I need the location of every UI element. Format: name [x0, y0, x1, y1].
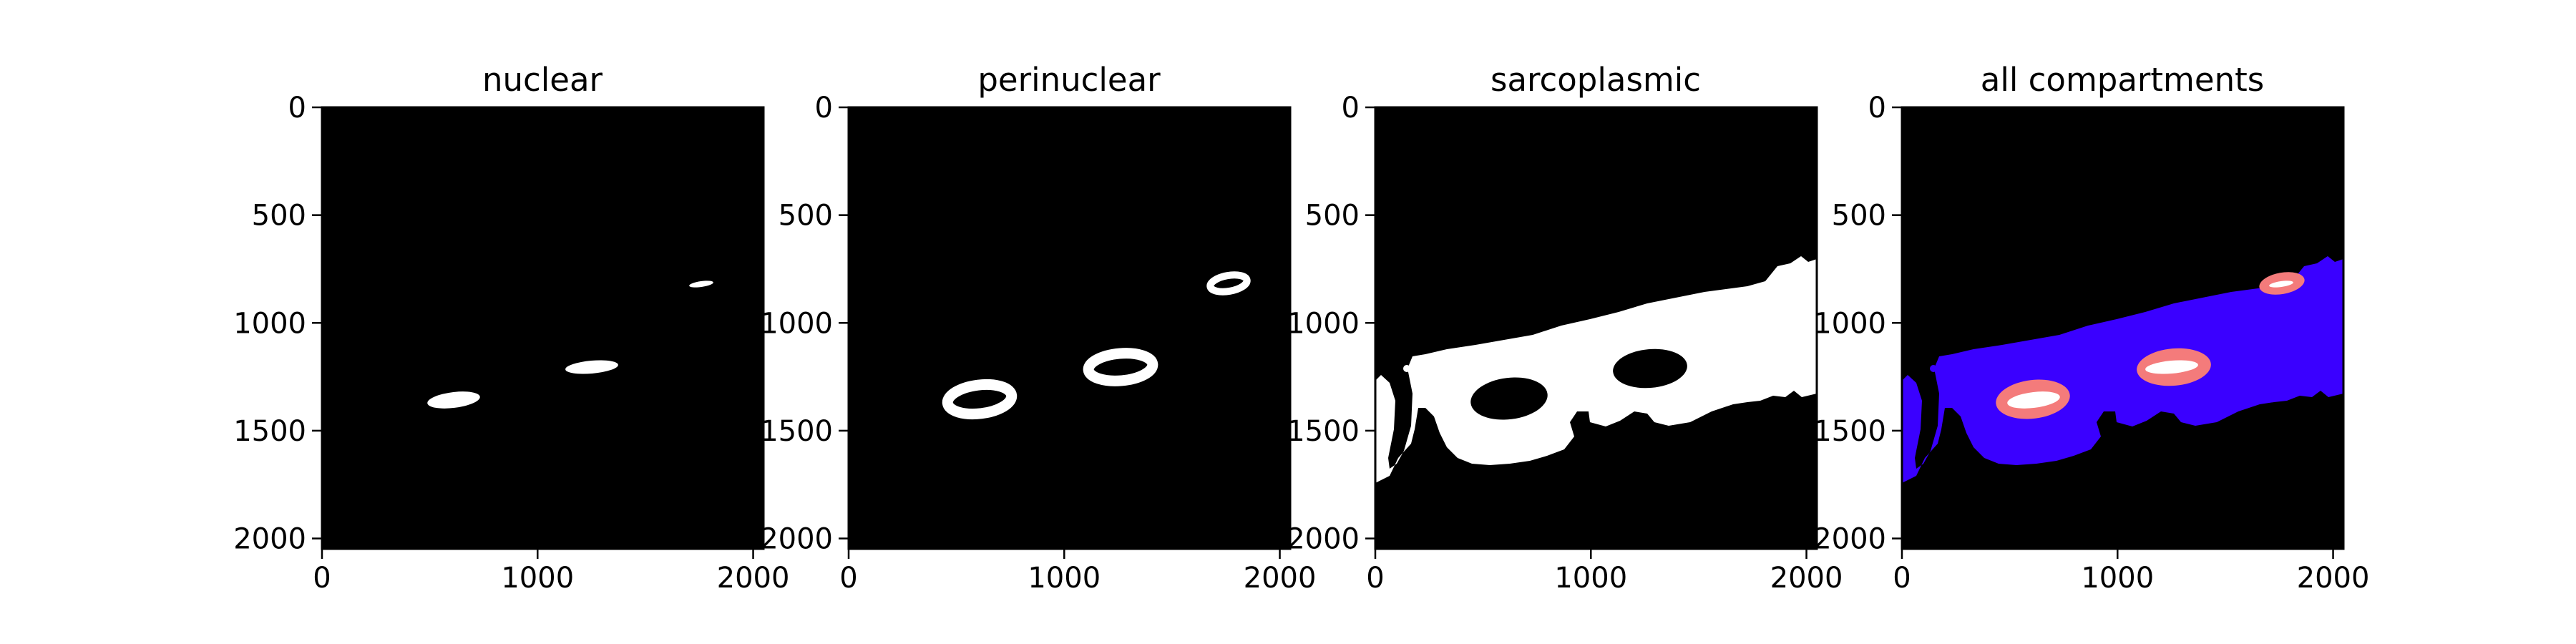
panel-title: nuclear — [482, 61, 603, 99]
sarcoplasm-speck — [1403, 365, 1410, 372]
y-tick-label: 2000 — [233, 523, 306, 556]
y-tick-label: 500 — [1305, 200, 1360, 233]
y-tick-label: 1500 — [760, 415, 833, 448]
x-tick-label: 1000 — [2081, 562, 2154, 595]
x-tick-label: 0 — [313, 562, 331, 595]
y-tick-label: 0 — [1868, 92, 1886, 125]
y-tick-label: 1500 — [1287, 415, 1360, 448]
x-tick-label: 2000 — [1770, 562, 1843, 595]
image-background — [849, 107, 1290, 549]
mask-image — [322, 107, 763, 549]
image-background — [322, 107, 763, 549]
y-tick-label: 1000 — [760, 307, 833, 340]
y-tick-label: 2000 — [760, 523, 833, 556]
x-tick-label: 1000 — [501, 562, 574, 595]
x-tick-label: 1000 — [1554, 562, 1627, 595]
y-tick-label: 0 — [815, 92, 833, 125]
x-tick-label: 2000 — [2297, 562, 2370, 595]
y-tick-label: 1500 — [233, 415, 306, 448]
y-tick-label: 0 — [288, 92, 306, 125]
mask-image — [1902, 107, 2343, 549]
y-tick-label: 500 — [252, 200, 306, 233]
y-tick-label: 0 — [1342, 92, 1360, 125]
y-tick-label: 1000 — [233, 307, 306, 340]
y-tick-label: 2000 — [1287, 523, 1360, 556]
panel-title: sarcoplasmic — [1491, 61, 1701, 99]
y-tick-label: 500 — [779, 200, 833, 233]
x-tick-label: 0 — [839, 562, 857, 595]
panel-title: all compartments — [1981, 61, 2264, 99]
mask-image — [1375, 107, 1817, 549]
y-tick-label: 1000 — [1287, 307, 1360, 340]
sarcoplasm-speck — [1930, 365, 1937, 372]
y-tick-label: 2000 — [1813, 523, 1886, 556]
y-tick-label: 500 — [1832, 200, 1886, 233]
panel-title: perinuclear — [977, 61, 1161, 99]
y-tick-label: 1000 — [1813, 307, 1886, 340]
x-tick-label: 0 — [1366, 562, 1384, 595]
x-tick-label: 2000 — [1244, 562, 1317, 595]
x-tick-label: 0 — [1893, 562, 1911, 595]
x-tick-label: 2000 — [717, 562, 790, 595]
x-tick-label: 1000 — [1028, 562, 1101, 595]
mask-image — [849, 107, 1290, 549]
y-tick-label: 1500 — [1813, 415, 1886, 448]
